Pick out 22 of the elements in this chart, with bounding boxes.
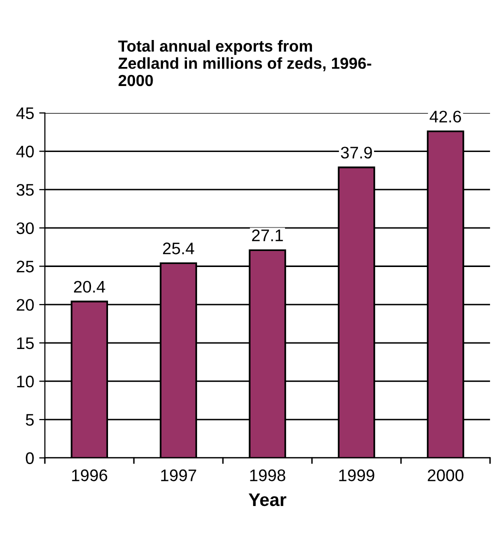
data-label: 20.4 — [74, 280, 106, 293]
chart-title: Total annual exports from Zedland in millions of zeds, 1996- 2000 — [118, 40, 372, 86]
data-label: 27.1 — [252, 230, 283, 242]
y-tick-label: 15 — [17, 337, 34, 350]
y-tick-label: 40 — [16, 146, 34, 158]
x-tick-label: 1998 — [250, 469, 286, 482]
x-tick-label: 1996 — [72, 469, 108, 482]
x-tick-label: 1997 — [161, 469, 196, 482]
y-tick-label: 25 — [16, 260, 34, 272]
y-tick-label: 45 — [16, 108, 34, 120]
x-tick-label: 2000 — [428, 469, 464, 482]
y-tick-label: 0 — [26, 452, 34, 464]
y-tick-label: 30 — [16, 222, 34, 234]
data-label: 37.9 — [340, 146, 372, 159]
x-axis-title: Year — [248, 494, 286, 506]
x-tick-label: 1999 — [339, 469, 374, 482]
data-label: 25.4 — [163, 242, 194, 254]
y-tick-label: 5 — [26, 414, 34, 426]
y-tick-label: 35 — [16, 184, 34, 196]
y-tick-label: 20 — [16, 298, 34, 311]
y-tick-label: 10 — [17, 376, 34, 388]
data-label: 42.6 — [430, 110, 462, 122]
